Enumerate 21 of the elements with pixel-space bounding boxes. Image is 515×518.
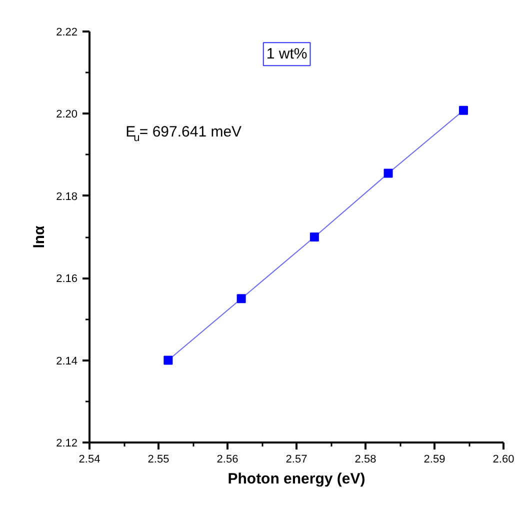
point bbox=[458, 106, 468, 115]
y-tick-label: 2.14 bbox=[56, 355, 78, 368]
y-tick-label: 2.16 bbox=[56, 273, 78, 286]
y-tick-label: 2.18 bbox=[56, 190, 78, 203]
point bbox=[310, 232, 319, 242]
x-tick-label: 2.55 bbox=[148, 454, 170, 466]
point bbox=[164, 356, 173, 365]
y-tick-label: 2.20 bbox=[56, 108, 78, 121]
point bbox=[384, 168, 393, 178]
y-tick-label: 2.22 bbox=[56, 26, 78, 38]
point bbox=[236, 294, 246, 304]
x-tick-label: 2.56 bbox=[216, 454, 238, 466]
x-tick-label: 2.59 bbox=[424, 454, 446, 466]
x-tick-label: 2.54 bbox=[78, 454, 100, 466]
annotation: 1 wt% bbox=[266, 46, 308, 63]
x-tick-label: 2.57 bbox=[286, 454, 308, 466]
x-tick-label: 2.58 bbox=[354, 454, 376, 466]
x-tick-label: 2.60 bbox=[492, 454, 514, 466]
x-axis-title: Photon energy (eV) bbox=[228, 470, 366, 488]
y-tick-label: 2.12 bbox=[56, 438, 78, 450]
y-axis-title: lnα bbox=[31, 224, 48, 248]
